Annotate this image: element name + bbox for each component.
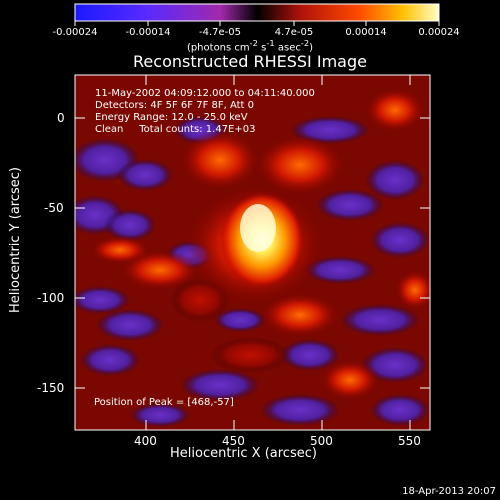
method-counts: Clean Total counts: 1.47E+03 xyxy=(95,124,256,135)
peak-position: Position of Peak = [468,-57] xyxy=(94,397,234,408)
plot-title: Reconstructed RHESSI Image xyxy=(133,52,367,71)
y-tick-label: -50 xyxy=(44,201,64,215)
x-tick-label: 500 xyxy=(310,434,333,448)
x-tick-label: 450 xyxy=(222,434,245,448)
colorbar-tick-label: 0.00014 xyxy=(345,27,387,38)
rhessi-image xyxy=(75,75,430,430)
y-axis-label: Heliocentric Y (arcsec) xyxy=(8,167,23,313)
colorbar-tick-label: 4.7e-05 xyxy=(274,27,314,38)
x-axis-label: Heliocentric X (arcsec) xyxy=(170,446,317,461)
colorbar-tick-label: -0.00014 xyxy=(125,27,171,38)
colorbar-ticks xyxy=(74,21,440,26)
timestamp: 18-Apr-2013 20:07 xyxy=(402,486,496,497)
axis-ticks xyxy=(75,75,430,430)
colorbar-tick-label: -4.7e-05 xyxy=(199,27,241,38)
colorbar-tick-label: 0.00024 xyxy=(418,27,460,38)
detectors-info: Detectors: 4F 5F 6F 7F 8F, Att 0 xyxy=(95,100,255,111)
y-tick-label: -100 xyxy=(37,291,65,305)
time-range: 11-May-2002 04:09:12.000 to 04:11:40.000 xyxy=(95,88,315,99)
colorbar-units: (photons cm-2 s-1 asec-2) xyxy=(186,38,314,54)
x-tick-label: 400 xyxy=(134,434,157,448)
colorbar-tick-label: -0.00024 xyxy=(52,27,98,38)
energy-range: Energy Range: 12.0 - 25.0 keV xyxy=(95,112,248,123)
y-tick-label: -150 xyxy=(37,381,65,395)
y-tick-label: 0 xyxy=(57,111,65,125)
plot-frame xyxy=(74,74,431,431)
colorbar xyxy=(74,3,440,22)
observation-info: 11-May-2002 04:09:12.000 to 04:11:40.000… xyxy=(95,88,315,136)
x-tick-label: 550 xyxy=(398,434,421,448)
